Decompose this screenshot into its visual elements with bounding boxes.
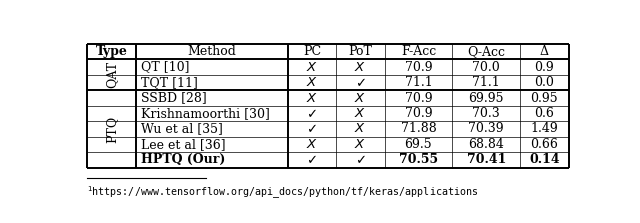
Text: F-Acc: F-Acc: [401, 45, 436, 58]
Text: Wu et al [35]: Wu et al [35]: [141, 122, 223, 135]
Text: $\checkmark$: $\checkmark$: [355, 153, 365, 166]
Text: TQT [11]: TQT [11]: [141, 76, 198, 89]
Text: 0.9: 0.9: [534, 61, 554, 74]
Text: 70.41: 70.41: [467, 153, 506, 166]
Text: 0.14: 0.14: [529, 153, 559, 166]
Text: 0.0: 0.0: [534, 76, 554, 89]
Text: 0.6: 0.6: [534, 107, 554, 120]
Text: HPTQ (Our): HPTQ (Our): [141, 153, 225, 166]
Text: 70.0: 70.0: [472, 61, 500, 74]
Text: 0.95: 0.95: [531, 91, 558, 105]
Text: QAT: QAT: [105, 61, 118, 88]
Text: $^1$https://www.tensorflow.org/api_docs/python/tf/keras/applications: $^1$https://www.tensorflow.org/api_docs/…: [88, 185, 479, 201]
Text: $\boldsymbol{\mathit{X}}$: $\boldsymbol{\mathit{X}}$: [306, 76, 318, 89]
Text: 71.88: 71.88: [401, 122, 436, 135]
Text: 70.9: 70.9: [404, 91, 432, 105]
Text: 70.55: 70.55: [399, 153, 438, 166]
Text: QT [10]: QT [10]: [141, 61, 189, 74]
Text: 70.39: 70.39: [468, 122, 504, 135]
Text: PTQ: PTQ: [105, 115, 118, 142]
Text: Δ: Δ: [540, 45, 549, 58]
Text: 69.5: 69.5: [404, 138, 432, 151]
Text: 0.66: 0.66: [531, 138, 558, 151]
Text: $\boldsymbol{\mathit{X}}$: $\boldsymbol{\mathit{X}}$: [355, 107, 366, 120]
Text: $\boldsymbol{\mathit{X}}$: $\boldsymbol{\mathit{X}}$: [306, 91, 318, 105]
Text: $\boldsymbol{\mathit{X}}$: $\boldsymbol{\mathit{X}}$: [355, 91, 366, 105]
Text: 70.9: 70.9: [404, 107, 432, 120]
Text: 1.49: 1.49: [531, 122, 558, 135]
Text: $\boldsymbol{\mathit{X}}$: $\boldsymbol{\mathit{X}}$: [355, 122, 366, 135]
Text: $\boldsymbol{\mathit{X}}$: $\boldsymbol{\mathit{X}}$: [306, 61, 318, 74]
Text: $\checkmark$: $\checkmark$: [307, 122, 317, 135]
Text: 71.1: 71.1: [472, 76, 500, 89]
Text: 70.9: 70.9: [404, 61, 432, 74]
Text: $\boldsymbol{\mathit{X}}$: $\boldsymbol{\mathit{X}}$: [306, 138, 318, 151]
Text: $\checkmark$: $\checkmark$: [355, 76, 365, 89]
Text: Q-Acc: Q-Acc: [467, 45, 505, 58]
Text: $\boldsymbol{\mathit{X}}$: $\boldsymbol{\mathit{X}}$: [355, 61, 366, 74]
Text: $\checkmark$: $\checkmark$: [307, 153, 317, 166]
Text: Method: Method: [188, 45, 236, 58]
Text: 69.95: 69.95: [468, 91, 504, 105]
Text: PoT: PoT: [348, 45, 372, 58]
Text: SSBD [28]: SSBD [28]: [141, 91, 207, 105]
Text: 68.84: 68.84: [468, 138, 504, 151]
Text: $\checkmark$: $\checkmark$: [307, 107, 317, 120]
Text: $\boldsymbol{\mathit{X}}$: $\boldsymbol{\mathit{X}}$: [355, 138, 366, 151]
Text: Type: Type: [96, 45, 127, 58]
Text: Lee et al [36]: Lee et al [36]: [141, 138, 225, 151]
Text: 71.1: 71.1: [404, 76, 432, 89]
Text: Krishnamoorthi [30]: Krishnamoorthi [30]: [141, 107, 269, 120]
Text: PC: PC: [303, 45, 321, 58]
Text: 70.3: 70.3: [472, 107, 500, 120]
